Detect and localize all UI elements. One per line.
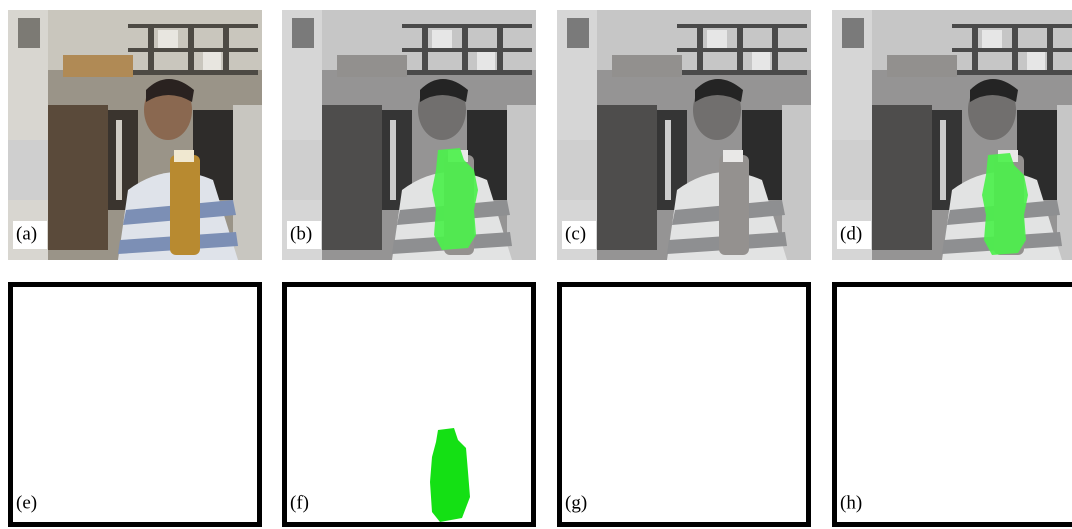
panel-label: (c) (565, 223, 586, 244)
panel-label: (h) (840, 492, 862, 513)
panel: (a) (8, 10, 262, 260)
panel-label: (f) (290, 492, 309, 513)
panel-frame (285, 285, 534, 525)
panel-frame (560, 285, 809, 525)
panel-label: (g) (565, 492, 587, 513)
panel-label: (a) (16, 223, 37, 244)
panel-label: (d) (840, 223, 862, 244)
panel: (d) (832, 10, 1072, 260)
figure: (a) (b) (c) (d) (e) (f) (g) (h) (0, 0, 1072, 529)
panel: (g) (560, 285, 809, 525)
panel: (e) (11, 285, 260, 525)
panel: (h) (835, 285, 1072, 525)
panel-label: (e) (16, 492, 37, 513)
panel: (c) (557, 10, 811, 260)
panel: (b) (282, 10, 536, 260)
panel-frame (11, 285, 260, 525)
panel-frame (835, 285, 1072, 525)
panel-label: (b) (290, 223, 312, 244)
panel: (f) (285, 285, 534, 525)
